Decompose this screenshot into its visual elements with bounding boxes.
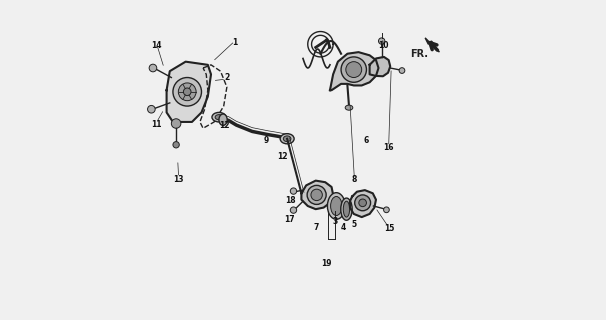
Ellipse shape bbox=[343, 201, 350, 217]
Text: 14: 14 bbox=[151, 41, 162, 50]
Circle shape bbox=[184, 88, 191, 96]
Circle shape bbox=[346, 62, 362, 77]
Text: 7: 7 bbox=[314, 223, 319, 232]
Polygon shape bbox=[301, 180, 333, 209]
Text: 17: 17 bbox=[284, 215, 295, 224]
Circle shape bbox=[341, 57, 367, 82]
Text: 16: 16 bbox=[384, 143, 394, 152]
Text: 11: 11 bbox=[151, 120, 162, 129]
Circle shape bbox=[290, 207, 297, 213]
Circle shape bbox=[399, 68, 405, 73]
Circle shape bbox=[307, 185, 326, 204]
Text: 18: 18 bbox=[285, 196, 296, 205]
Circle shape bbox=[173, 142, 179, 148]
Polygon shape bbox=[167, 62, 211, 122]
Polygon shape bbox=[350, 190, 376, 217]
Text: 5: 5 bbox=[351, 220, 356, 228]
Text: 12: 12 bbox=[219, 121, 230, 130]
Text: 10: 10 bbox=[379, 41, 389, 50]
Circle shape bbox=[355, 195, 370, 211]
Circle shape bbox=[359, 199, 367, 207]
Text: 15: 15 bbox=[384, 224, 395, 233]
Circle shape bbox=[311, 189, 322, 201]
Text: 2: 2 bbox=[224, 73, 230, 82]
Text: 9: 9 bbox=[264, 136, 269, 145]
Text: FR.: FR. bbox=[410, 49, 428, 59]
Ellipse shape bbox=[327, 193, 345, 219]
Circle shape bbox=[379, 38, 385, 44]
Ellipse shape bbox=[215, 115, 223, 120]
Circle shape bbox=[290, 188, 297, 194]
Text: 3: 3 bbox=[333, 217, 338, 226]
Text: 12: 12 bbox=[277, 152, 288, 161]
Circle shape bbox=[173, 77, 201, 106]
Ellipse shape bbox=[219, 114, 227, 125]
Text: 8: 8 bbox=[351, 175, 357, 185]
Text: 13: 13 bbox=[173, 175, 184, 184]
Polygon shape bbox=[370, 57, 390, 76]
Polygon shape bbox=[330, 52, 379, 90]
Circle shape bbox=[178, 83, 196, 101]
Text: 6: 6 bbox=[364, 136, 369, 146]
Circle shape bbox=[171, 119, 181, 128]
Ellipse shape bbox=[345, 105, 353, 110]
Text: 19: 19 bbox=[322, 259, 332, 268]
Ellipse shape bbox=[212, 112, 226, 122]
Circle shape bbox=[148, 105, 155, 113]
Ellipse shape bbox=[280, 134, 294, 144]
Text: 4: 4 bbox=[341, 223, 346, 232]
Text: 1: 1 bbox=[232, 38, 238, 47]
Ellipse shape bbox=[341, 198, 352, 220]
Polygon shape bbox=[425, 38, 439, 52]
Ellipse shape bbox=[331, 196, 342, 215]
Circle shape bbox=[384, 207, 389, 213]
Ellipse shape bbox=[284, 136, 291, 142]
Circle shape bbox=[149, 64, 157, 72]
